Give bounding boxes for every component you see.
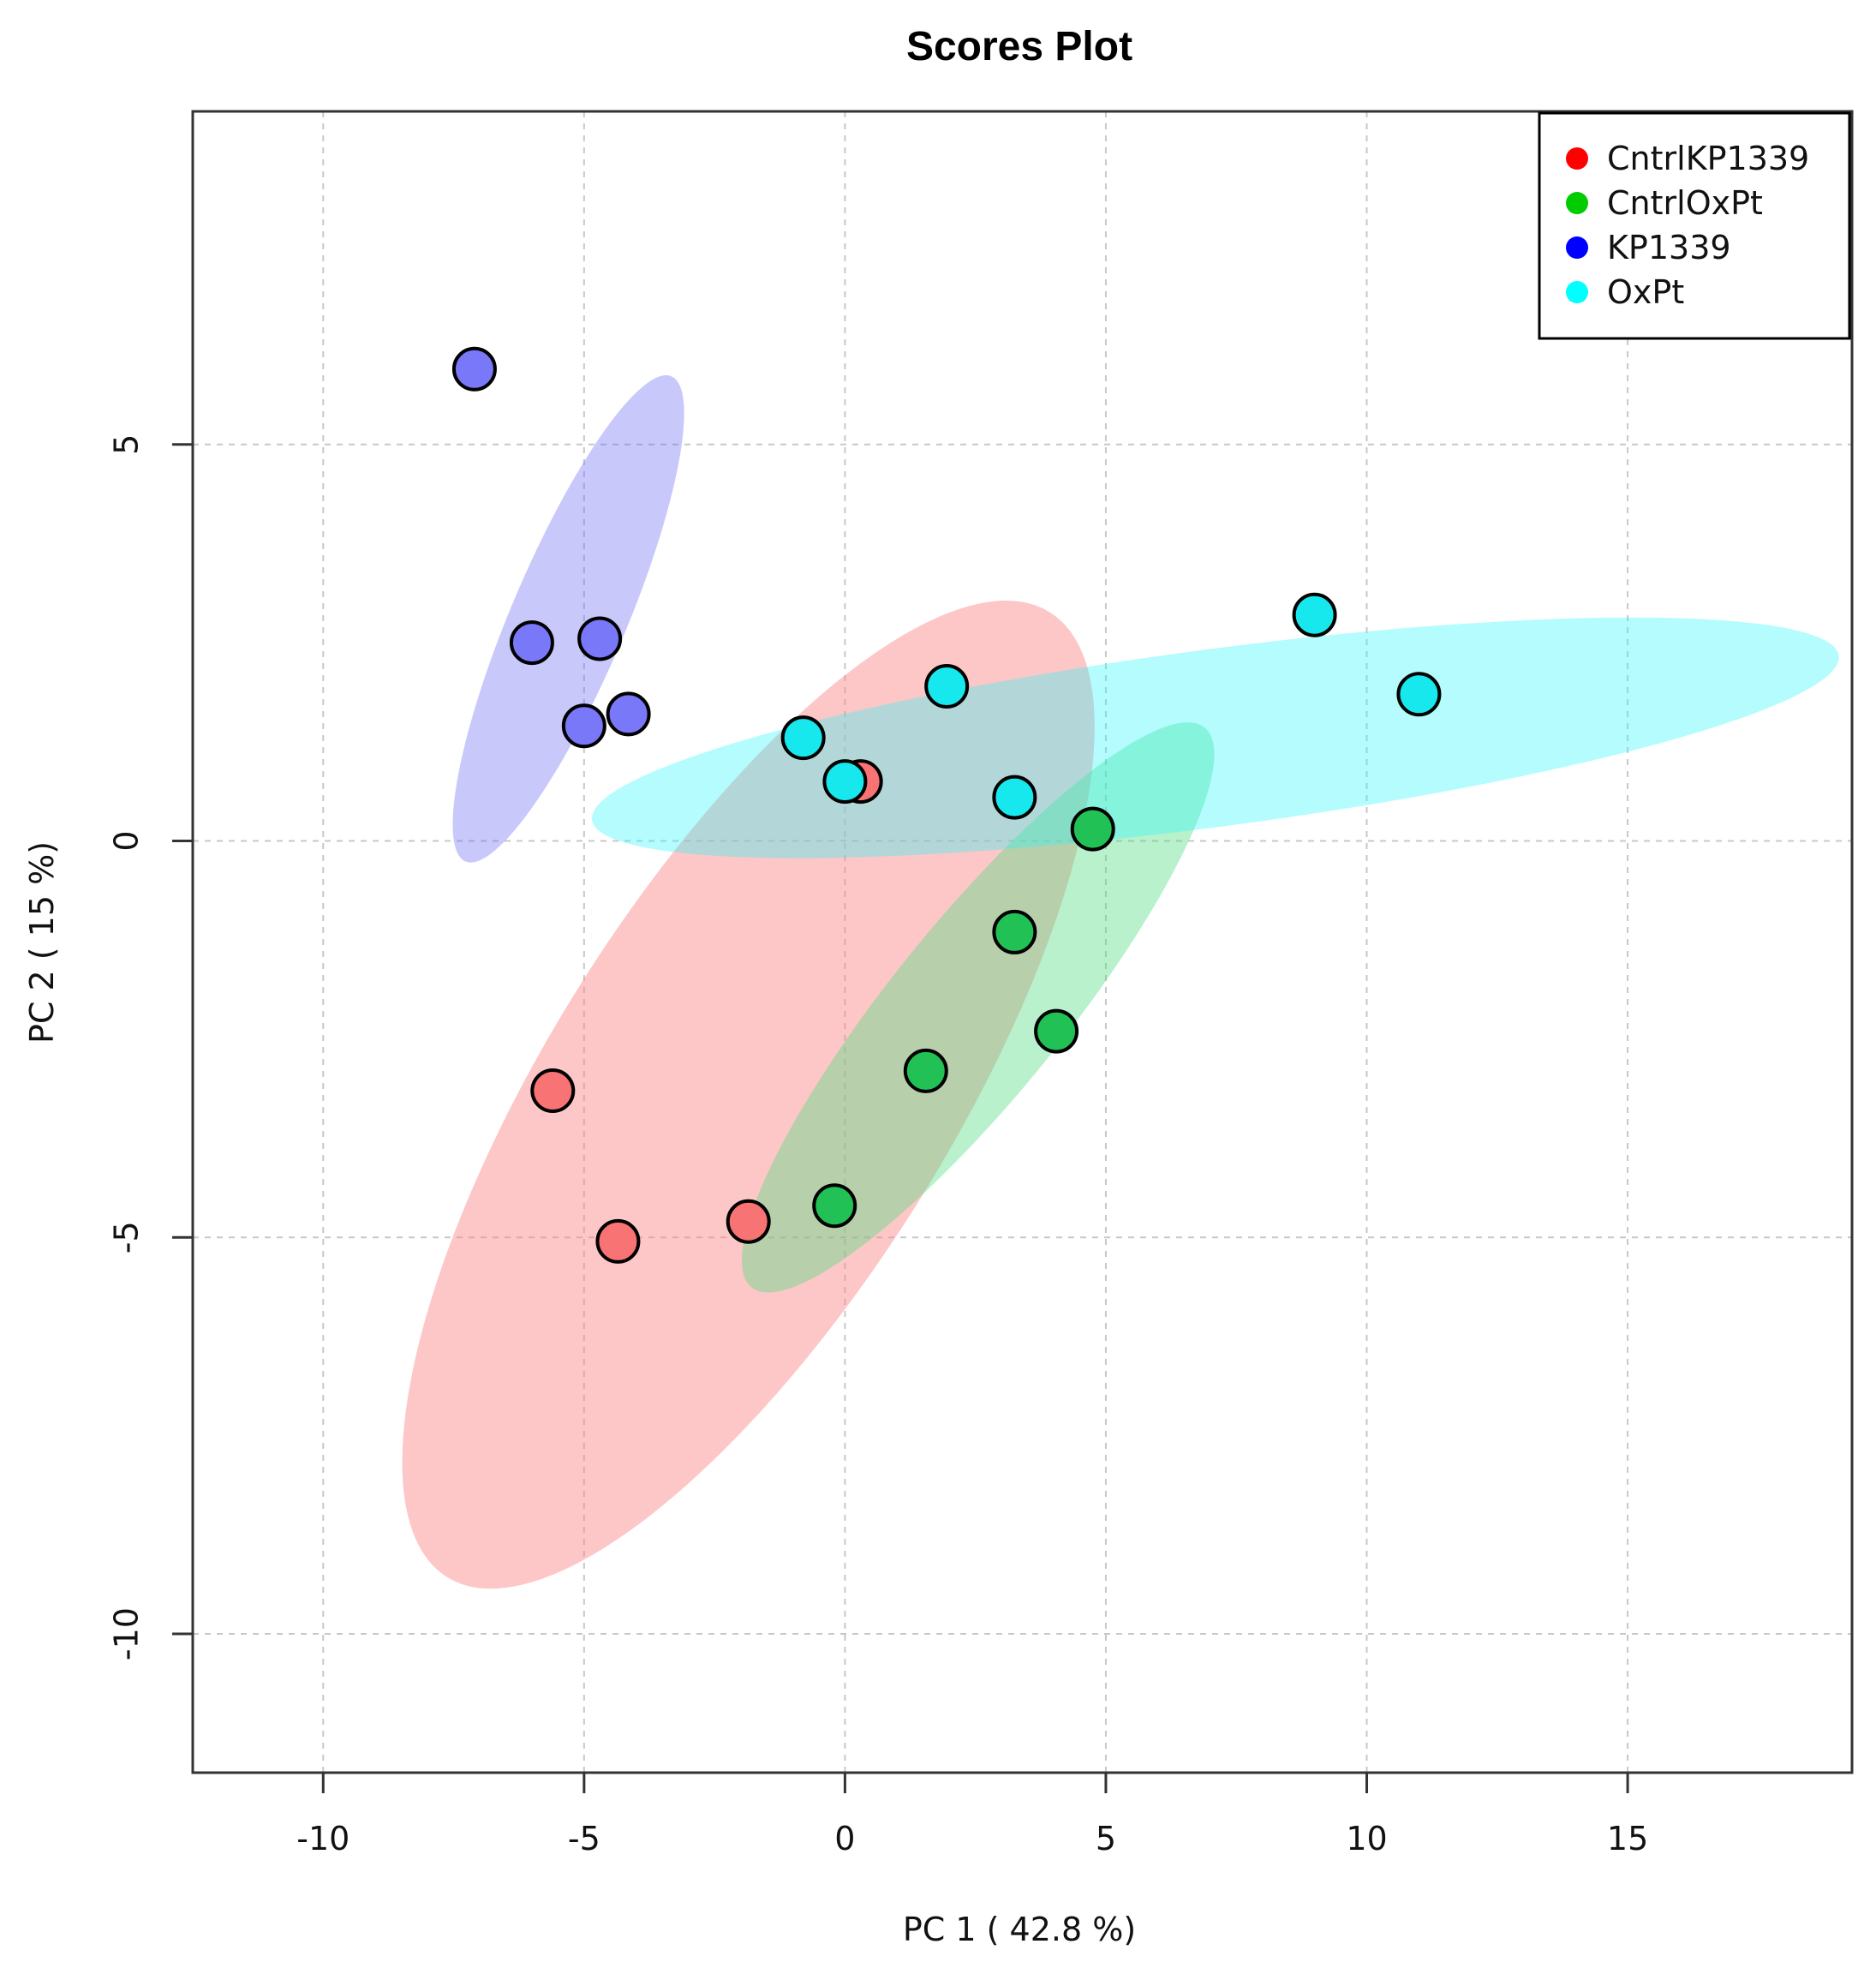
- legend-box: [1538, 111, 1851, 340]
- oxpt-ellipse: [592, 617, 1839, 858]
- chart-title: Scores Plot: [906, 24, 1132, 69]
- kp1339-point: [509, 620, 554, 666]
- oxpt-point: [822, 759, 868, 805]
- y-tick-label: -5: [108, 1221, 146, 1253]
- legend: CntrlKP1339 CntrlOxPt KP1339 OxPt: [1538, 111, 1851, 340]
- kp1339-point: [577, 616, 623, 661]
- oxpt-point: [1292, 592, 1337, 637]
- legend-label-cntrlkp1339: CntrlKP1339: [1607, 140, 1809, 177]
- cntrloxpt-point: [812, 1183, 857, 1229]
- x-tick-label: -5: [568, 1820, 600, 1857]
- kp1339-point: [606, 691, 651, 737]
- legend-label-kp1339: KP1339: [1607, 229, 1731, 266]
- y-tick-label: -10: [108, 1607, 146, 1660]
- plot-frame: [191, 110, 1854, 1774]
- oxpt-point: [1396, 672, 1442, 717]
- legend-marker-cntrloxpt: [1566, 192, 1588, 214]
- confidence-ellipses: [402, 374, 1839, 1589]
- x-tick-label: 5: [1096, 1820, 1116, 1857]
- kp1339-point: [451, 346, 497, 392]
- legend-label-oxpt: OxPt: [1607, 273, 1684, 311]
- x-axis-title: PC 1 ( 42.8 %): [903, 1911, 1136, 1948]
- cntrloxpt-point: [1070, 806, 1115, 852]
- legend-marker-kp1339: [1566, 236, 1588, 259]
- x-tick-label: 0: [834, 1820, 855, 1857]
- legend-marker-oxpt: [1566, 281, 1588, 303]
- cntrlkp1339-ellipse: [402, 601, 1095, 1589]
- oxpt-point: [780, 715, 826, 761]
- x-tick-label: 10: [1346, 1820, 1387, 1857]
- kp1339-point: [561, 703, 606, 749]
- kp1339-ellipse: [452, 374, 684, 863]
- oxpt-point: [992, 775, 1037, 820]
- y-tick-label: 5: [108, 434, 146, 455]
- cntrloxpt-ellipse: [741, 722, 1215, 1293]
- cntrlkp1339-point: [726, 1199, 771, 1244]
- cntrloxpt-point: [992, 909, 1037, 954]
- cntrloxpt-point: [1034, 1008, 1079, 1054]
- cntrlkp1339-point: [595, 1218, 641, 1264]
- legend-label-cntrloxpt: CntrlOxPt: [1607, 184, 1763, 222]
- score-points: [451, 346, 1442, 1264]
- x-tick-label: 15: [1607, 1820, 1648, 1857]
- cntrlkp1339-point: [530, 1068, 576, 1114]
- y-tick-label: 0: [108, 830, 146, 851]
- oxpt-point: [924, 664, 970, 709]
- cntrloxpt-point: [903, 1048, 948, 1093]
- legend-marker-cntrlkp1339: [1566, 147, 1588, 170]
- x-tick-label: -10: [296, 1820, 350, 1857]
- axis-ticks: -10 -5 0 5 10 15 -10 -5 0 5: [108, 434, 1649, 1857]
- y-axis-title: PC 2 ( 15 %): [23, 841, 61, 1044]
- grid-lines: [193, 111, 1852, 1773]
